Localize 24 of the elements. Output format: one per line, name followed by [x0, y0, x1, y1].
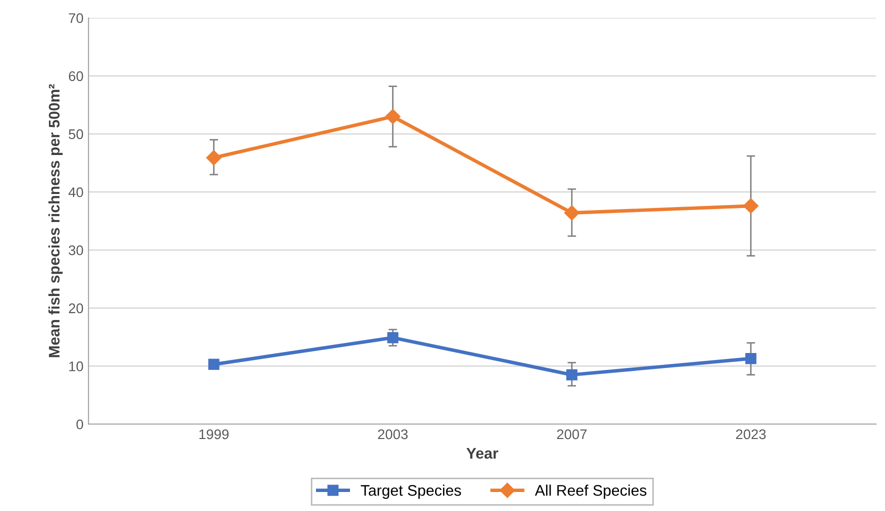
y-tick-label: 10	[69, 361, 84, 372]
y-tick-label: 30	[68, 245, 84, 256]
y-tick-label: 70	[68, 13, 84, 24]
y-tick-label: 60	[68, 71, 84, 82]
x-axis-title: Year	[466, 448, 498, 459]
point	[385, 108, 400, 124]
x-tick-label: 2003	[378, 429, 408, 440]
point	[208, 358, 220, 370]
legend-label: All Reef Species	[534, 484, 646, 499]
y-tick-label: 0	[76, 419, 84, 430]
legend-label: Target Species	[360, 484, 461, 499]
point	[566, 369, 578, 380]
y-tick-label: 40	[68, 187, 84, 198]
y-tick-label: 20	[68, 303, 84, 314]
point	[743, 198, 758, 214]
y-tick-label: 50	[68, 129, 84, 140]
x-tick-label: 1999	[199, 429, 229, 440]
point	[387, 332, 398, 344]
point	[206, 150, 222, 166]
x-tick-label: 2007	[557, 429, 587, 440]
point	[564, 205, 580, 220]
point	[745, 352, 756, 364]
x-tick-label: 2023	[736, 429, 766, 440]
y-axis-title: Mean fish species richness per 500m²	[48, 84, 63, 358]
